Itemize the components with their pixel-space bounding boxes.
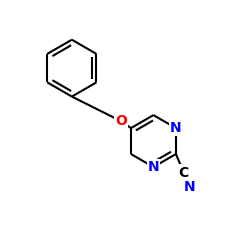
Text: N: N — [170, 121, 182, 135]
Text: C: C — [179, 166, 189, 179]
Text: O: O — [115, 114, 127, 128]
Text: N: N — [184, 180, 195, 194]
Text: N: N — [148, 160, 159, 174]
